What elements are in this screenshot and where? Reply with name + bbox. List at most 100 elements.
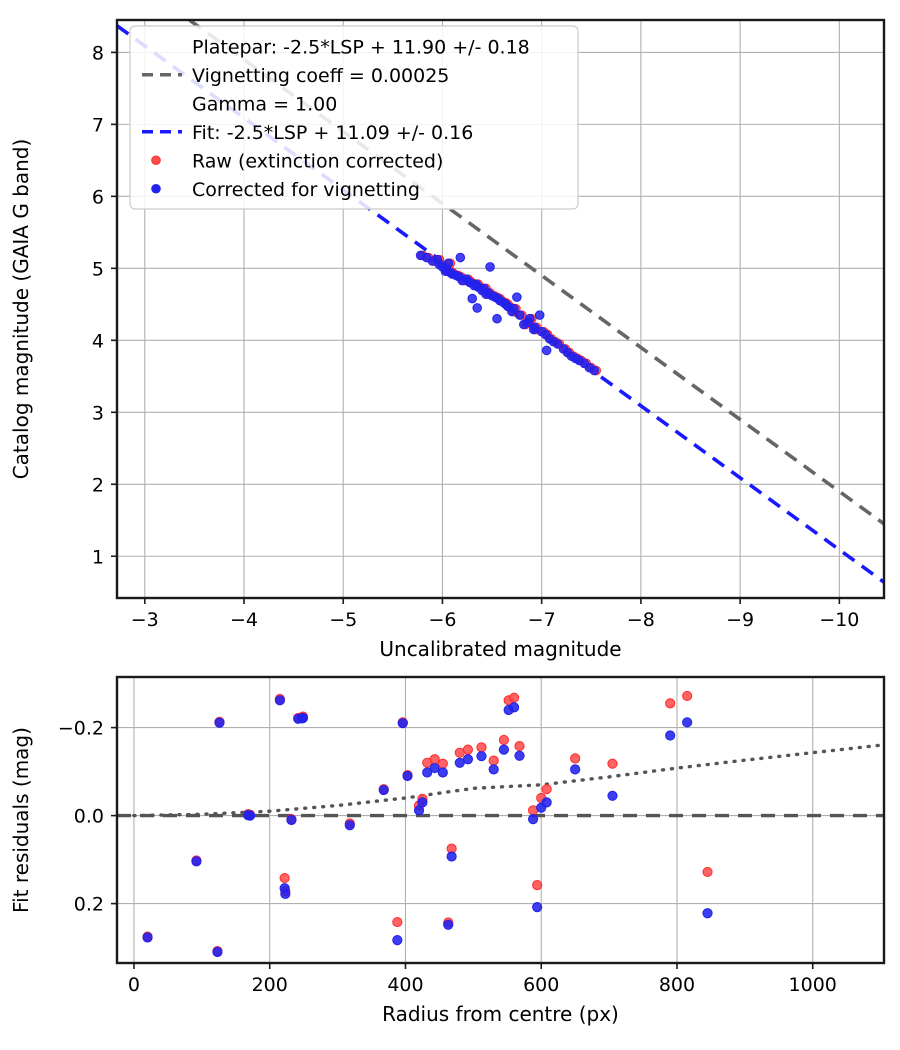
scatter-point xyxy=(493,293,503,304)
y-tick-label: 0.2 xyxy=(74,894,104,916)
residual-point xyxy=(607,790,618,801)
bottom-gridlines xyxy=(117,677,884,963)
scatter-point xyxy=(455,252,466,263)
residual-point xyxy=(607,758,618,769)
y-tick-label: 5 xyxy=(92,258,104,280)
residual-point xyxy=(682,690,693,702)
residual-point xyxy=(422,767,433,778)
residual-point xyxy=(214,717,225,728)
residual-point xyxy=(682,717,693,728)
scatter-point xyxy=(501,299,511,310)
residual-point xyxy=(244,810,256,821)
y-tick-label: 1 xyxy=(92,546,104,568)
residual-point xyxy=(508,692,520,703)
scatter-point xyxy=(515,310,525,320)
y-tick-label: 0.0 xyxy=(74,806,104,828)
bottom-yaxis-ticks: 0.2 0.0 −0.2 xyxy=(58,718,117,916)
y-tick-label: −0.2 xyxy=(58,718,104,740)
x-tick-label: −10 xyxy=(819,609,859,631)
residual-point xyxy=(570,764,581,775)
x-tick-label: −5 xyxy=(329,609,357,631)
y-tick-label: 4 xyxy=(92,330,104,352)
legend-entry-label: Corrected for vignetting xyxy=(192,179,420,201)
residual-point xyxy=(527,814,539,825)
bottom-xaxis-ticks: 0 200 400 600 800 1000 xyxy=(128,963,837,996)
scatter-point xyxy=(441,264,452,274)
residual-point xyxy=(665,698,676,709)
residual-point xyxy=(402,770,413,782)
residual-point xyxy=(488,764,499,775)
corrected-residual-series xyxy=(142,695,713,958)
residual-point xyxy=(570,753,581,764)
residual-point xyxy=(488,755,499,766)
x-tick-label: −3 xyxy=(131,609,159,631)
residual-point xyxy=(429,762,440,774)
residual-point xyxy=(212,946,223,958)
scatter-point xyxy=(509,303,519,314)
scatter-point xyxy=(481,289,491,300)
scatter-point xyxy=(519,319,529,330)
residual-point xyxy=(446,851,457,862)
bottom-axes-spines xyxy=(115,675,886,965)
x-tick-label: 400 xyxy=(387,974,423,996)
x-tick-label: −4 xyxy=(230,609,258,631)
scatter-point xyxy=(534,310,545,320)
legend-raw-marker-swatch xyxy=(151,155,161,166)
x-tick-label: 1000 xyxy=(789,974,837,996)
scatter-point xyxy=(548,336,559,347)
y-tick-label: 6 xyxy=(92,186,104,208)
residual-point xyxy=(417,797,428,808)
bottom-data-area xyxy=(117,690,884,958)
residual-point xyxy=(344,820,355,831)
scatter-point xyxy=(570,353,581,364)
x-tick-label: 800 xyxy=(659,974,695,996)
corrected-scatter-series xyxy=(415,250,600,376)
residual-point xyxy=(392,916,403,928)
scatter-point xyxy=(485,262,495,272)
y-tick-label: 8 xyxy=(92,42,104,64)
residual-point xyxy=(498,734,509,746)
residual-point xyxy=(443,919,454,930)
legend-entry-label: Gamma = 1.00 xyxy=(192,93,337,115)
top-xaxis-ticks: −3 −4 −5 −6 −7 −8 −9 −10 xyxy=(131,598,859,631)
residual-point xyxy=(532,902,543,913)
top-xaxis-label: Uncalibrated magnitude xyxy=(379,637,621,661)
residual-point xyxy=(392,935,403,946)
residual-point xyxy=(437,767,448,778)
residual-point xyxy=(462,754,474,765)
residual-point xyxy=(702,866,713,878)
legend-entry-label: Platepar: -2.5*LSP + 11.90 +/- 0.18 xyxy=(192,36,530,58)
scatter-point xyxy=(528,324,539,335)
residual-point xyxy=(665,730,676,741)
scatter-point xyxy=(562,347,573,358)
x-tick-label: −9 xyxy=(726,609,754,631)
top-yaxis-label: Catalog magnitude (GAIA G band) xyxy=(9,139,33,480)
residual-point xyxy=(532,880,543,891)
fit-residuals-panel: 0 200 400 600 800 1000 0.2 0.0 −0.2 Radius from c… xyxy=(9,675,886,1026)
scatter-point xyxy=(472,303,482,313)
residual-point xyxy=(142,932,153,943)
x-tick-label: 200 xyxy=(252,974,288,996)
legend-background xyxy=(129,25,579,210)
x-tick-label: −6 xyxy=(428,609,456,631)
residual-point xyxy=(280,888,291,900)
vignetting-model-curve xyxy=(132,743,883,818)
bottom-yaxis-label: Fit residuals (mag) xyxy=(9,727,33,913)
residual-point xyxy=(541,797,552,808)
x-tick-label: −8 xyxy=(627,609,655,631)
residual-point xyxy=(541,784,552,795)
residual-point xyxy=(498,744,509,755)
legend-entry-label: Raw (extinction corrected) xyxy=(192,150,443,172)
residual-point xyxy=(191,856,202,867)
residual-point xyxy=(274,695,286,706)
top-yaxis-ticks: 1 2 3 4 5 6 7 8 xyxy=(92,42,117,568)
bottom-xaxis-label: Radius from centre (px) xyxy=(382,1002,619,1026)
photometric-calibration-panel: −3 −4 −5 −6 −7 −8 −9 −10 1 2 3 4 5 6 7 8 Uncalibrated ma… xyxy=(9,18,886,661)
scatter-point xyxy=(540,329,551,340)
y-tick-label: 3 xyxy=(92,402,104,424)
residual-point xyxy=(462,744,474,755)
scatter-point xyxy=(467,293,478,304)
residual-point xyxy=(702,908,713,919)
residual-point xyxy=(297,712,309,724)
